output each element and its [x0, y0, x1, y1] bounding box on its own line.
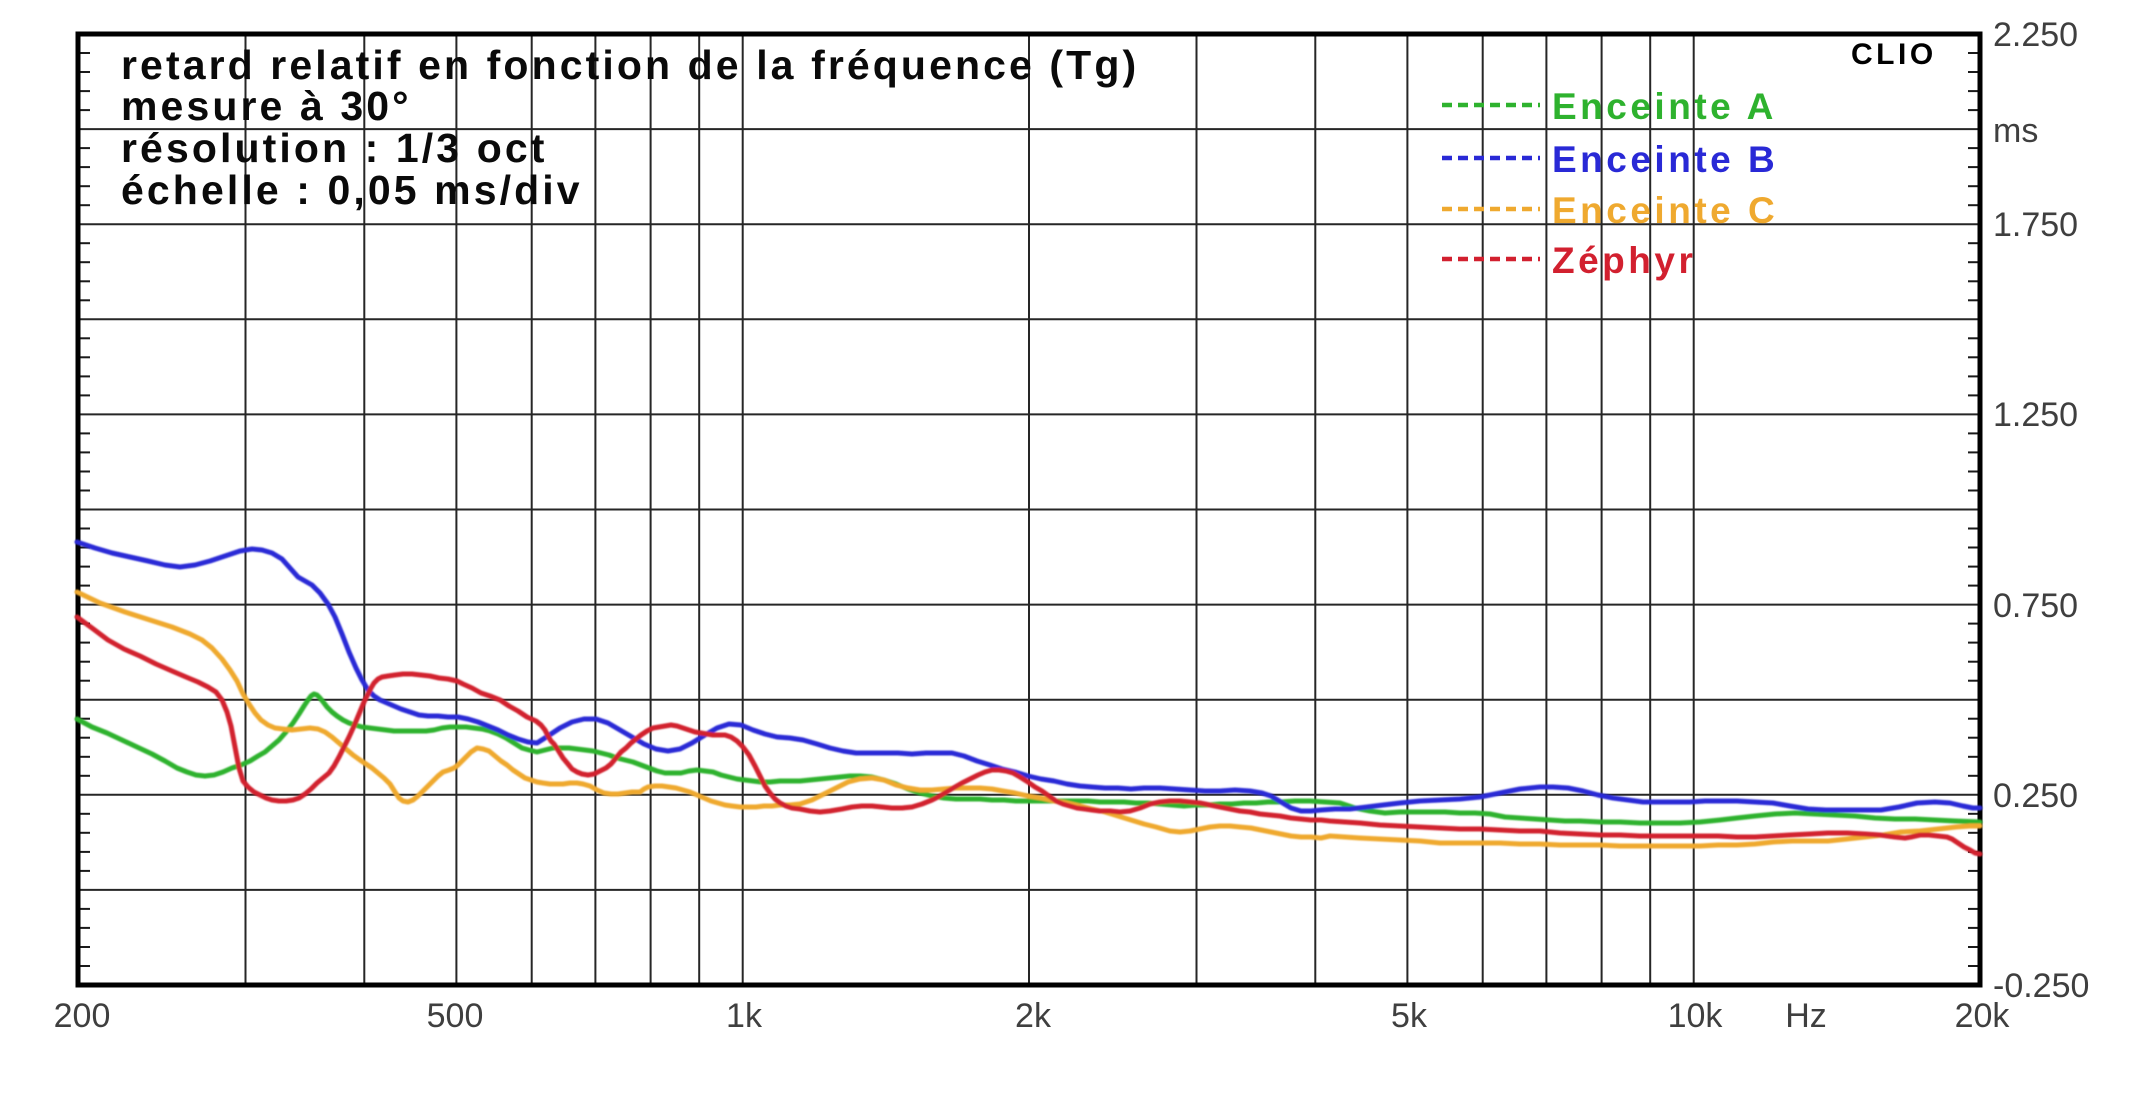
svg-text:CLIO: CLIO	[1851, 38, 1937, 71]
svg-text:échelle : 0,05 ms/div: échelle : 0,05 ms/div	[121, 167, 583, 213]
svg-text:0.250: 0.250	[1993, 777, 2078, 815]
svg-text:Zéphyr: Zéphyr	[1552, 240, 1696, 281]
svg-text:ms: ms	[1993, 112, 2038, 150]
svg-text:2.250: 2.250	[1993, 16, 2078, 54]
svg-text:500: 500	[427, 997, 484, 1035]
svg-text:10k: 10k	[1668, 997, 1724, 1035]
svg-text:Enceinte C: Enceinte C	[1552, 190, 1778, 231]
svg-text:5k: 5k	[1391, 997, 1428, 1035]
svg-text:200: 200	[54, 997, 111, 1035]
svg-text:20k: 20k	[1955, 997, 2011, 1035]
svg-text:0.750: 0.750	[1993, 587, 2078, 625]
svg-text:1k: 1k	[726, 997, 763, 1035]
svg-text:1.750: 1.750	[1993, 206, 2078, 244]
svg-text:-0.250: -0.250	[1993, 967, 2089, 1005]
svg-text:mesure à 30°: mesure à 30°	[121, 83, 412, 129]
svg-text:2k: 2k	[1015, 997, 1052, 1035]
svg-text:Enceinte A: Enceinte A	[1552, 86, 1777, 127]
svg-text:Hz: Hz	[1785, 997, 1827, 1035]
svg-text:1.250: 1.250	[1993, 396, 2078, 434]
svg-text:Enceinte B: Enceinte B	[1552, 139, 1778, 180]
svg-text:résolution : 1/3 oct: résolution : 1/3 oct	[121, 125, 548, 171]
svg-text:retard relatif en fonction de: retard relatif en fonction de la fréquen…	[121, 42, 1139, 88]
